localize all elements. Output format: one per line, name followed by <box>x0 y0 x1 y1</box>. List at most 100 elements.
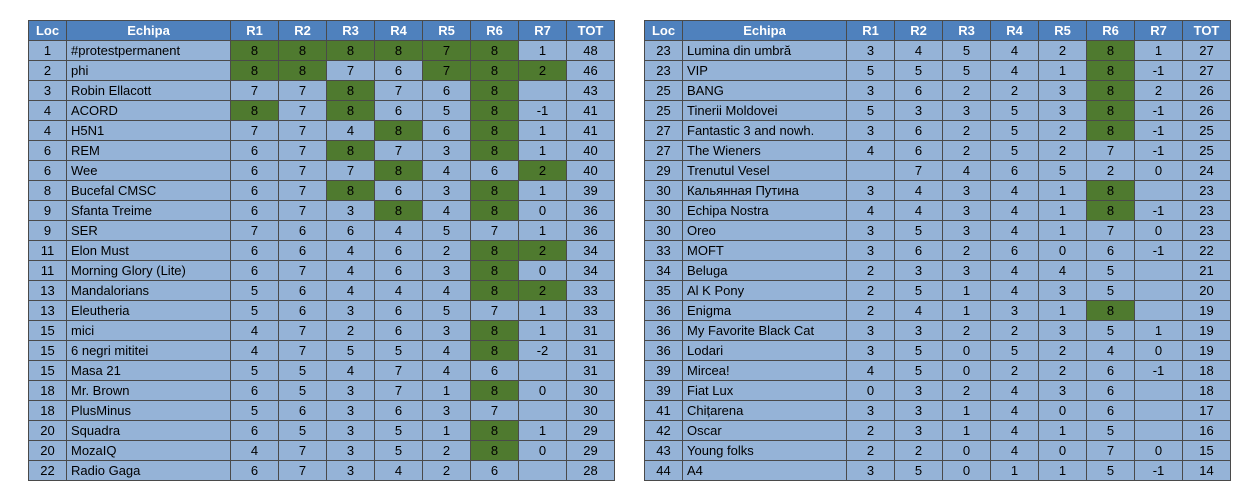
total-cell: 23 <box>1182 180 1231 201</box>
round-score-cell: 8 <box>326 100 375 121</box>
rank-cell: 20 <box>28 440 67 461</box>
total-cell: 48 <box>566 40 615 61</box>
round-score-cell: 4 <box>894 180 943 201</box>
team-name-cell: Mandalorians <box>66 280 231 301</box>
table-row: 18 PlusMinus 5 6 3 6 3 7 30 <box>28 400 615 421</box>
round-score-cell: 7 <box>230 80 279 101</box>
round-score-cell: 4 <box>1038 260 1087 281</box>
round-score-cell: 7 <box>278 160 327 181</box>
team-name-cell: Beluga <box>682 260 847 281</box>
round-score-cell: 8 <box>326 80 375 101</box>
round-score-cell: 3 <box>1038 320 1087 341</box>
round-score-cell: 2 <box>942 320 991 341</box>
round-score-cell: -1 <box>1134 460 1183 481</box>
team-name-cell: Fiat Lux <box>682 380 847 401</box>
round-score-cell: 2 <box>422 240 471 261</box>
round-score-cell: 3 <box>846 320 895 341</box>
total-cell: 41 <box>566 120 615 141</box>
round-score-cell <box>518 80 567 101</box>
round-score-cell: 4 <box>990 420 1039 441</box>
round-score-cell: 2 <box>326 320 375 341</box>
round-score-cell: 6 <box>278 400 327 421</box>
total-cell: 26 <box>1182 80 1231 101</box>
team-name-cell: Tinerii Moldovei <box>682 100 847 121</box>
rank-cell: 27 <box>644 120 683 141</box>
round-score-cell: 4 <box>990 60 1039 81</box>
round-score-cell <box>1134 280 1183 301</box>
round-score-cell: 4 <box>1086 340 1135 361</box>
column-header: TOT <box>566 20 615 41</box>
round-score-cell: 6 <box>230 140 279 161</box>
team-name-cell: MozaIQ <box>66 440 231 461</box>
round-score-cell: 6 <box>894 140 943 161</box>
round-score-cell: 5 <box>1086 280 1135 301</box>
rank-cell: 25 <box>644 100 683 121</box>
team-name-cell: Al K Pony <box>682 280 847 301</box>
round-score-cell: 1 <box>942 300 991 321</box>
table-row: 25 Tinerii Moldovei 5 3 3 5 3 8 -1 26 <box>644 100 1231 121</box>
round-score-cell: 1 <box>942 280 991 301</box>
rank-cell: 15 <box>28 340 67 361</box>
round-score-cell: 8 <box>374 120 423 141</box>
round-score-cell: 4 <box>990 440 1039 461</box>
round-score-cell: 6 <box>374 240 423 261</box>
total-cell: 20 <box>1182 280 1231 301</box>
round-score-cell <box>1134 300 1183 321</box>
total-cell: 39 <box>566 180 615 201</box>
team-name-cell: Wee <box>66 160 231 181</box>
round-score-cell: 7 <box>278 120 327 141</box>
round-score-cell: 6 <box>894 240 943 261</box>
round-score-cell: 3 <box>846 220 895 241</box>
round-score-cell: 6 <box>230 180 279 201</box>
round-score-cell: 6 <box>230 240 279 261</box>
round-score-cell: 2 <box>990 80 1039 101</box>
round-score-cell: 7 <box>278 440 327 461</box>
rank-cell: 39 <box>644 360 683 381</box>
column-header: Loc <box>644 20 683 41</box>
round-score-cell: 5 <box>990 100 1039 121</box>
round-score-cell: 3 <box>422 400 471 421</box>
round-score-cell: 8 <box>470 60 519 81</box>
team-name-cell: Fantastic 3 and nowh. <box>682 120 847 141</box>
round-score-cell: 8 <box>470 320 519 341</box>
round-score-cell: 2 <box>846 420 895 441</box>
round-score-cell: 6 <box>374 300 423 321</box>
round-score-cell: 6 <box>230 420 279 441</box>
team-name-cell: BANG <box>682 80 847 101</box>
round-score-cell: 5 <box>230 300 279 321</box>
table-row: 11 Elon Must 6 6 4 6 2 8 2 34 <box>28 240 615 261</box>
round-score-cell: 1 <box>422 380 471 401</box>
round-score-cell: 3 <box>846 400 895 421</box>
round-score-cell: 4 <box>374 460 423 481</box>
round-score-cell: 0 <box>518 380 567 401</box>
round-score-cell: 3 <box>326 300 375 321</box>
total-cell: 31 <box>566 320 615 341</box>
round-score-cell <box>518 400 567 421</box>
round-score-cell <box>518 360 567 381</box>
table-body: 23 Lumina din umbră 3 4 5 4 2 8 1 27 23 VIP 5 5 5 4 1 8 -1… <box>644 40 1231 481</box>
rank-cell: 22 <box>28 460 67 481</box>
team-name-cell: SER <box>66 220 231 241</box>
table-row: 30 Echipa Nostra 4 4 3 4 1 8 -1 23 <box>644 200 1231 221</box>
round-score-cell: 7 <box>374 380 423 401</box>
round-score-cell: 8 <box>278 40 327 61</box>
round-score-cell: 8 <box>230 60 279 81</box>
round-score-cell <box>1134 260 1183 281</box>
total-cell: 29 <box>566 440 615 461</box>
team-name-cell: VIP <box>682 60 847 81</box>
rank-cell: 2 <box>28 60 67 81</box>
round-score-cell: 8 <box>470 340 519 361</box>
total-cell: 34 <box>566 240 615 261</box>
round-score-cell: 4 <box>326 260 375 281</box>
round-score-cell: 7 <box>422 60 471 81</box>
rank-cell: 4 <box>28 120 67 141</box>
round-score-cell: 5 <box>230 280 279 301</box>
round-score-cell: 8 <box>326 40 375 61</box>
total-cell: 23 <box>1182 200 1231 221</box>
round-score-cell: 7 <box>894 160 943 181</box>
round-score-cell: 6 <box>470 160 519 181</box>
column-header: R4 <box>374 20 423 41</box>
round-score-cell: 3 <box>846 460 895 481</box>
table-row: 22 Radio Gaga 6 7 3 4 2 6 28 <box>28 460 615 481</box>
rank-cell: 36 <box>644 320 683 341</box>
